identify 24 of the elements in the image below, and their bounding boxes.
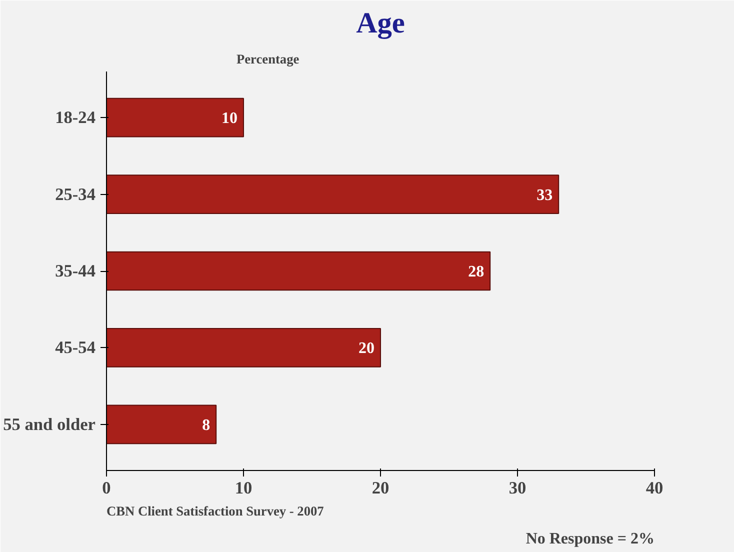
y-tick-label: 35-44 [55, 262, 96, 280]
data-label: 28 [468, 264, 484, 280]
data-label: 8 [202, 416, 210, 434]
bar [106, 404, 217, 444]
y-tick-label: 45-54 [55, 338, 96, 358]
data-label: 20 [358, 340, 374, 358]
x-axis-title: Percentage [236, 52, 300, 66]
x-tick-label: 30 [508, 478, 526, 498]
bar [106, 328, 381, 368]
y-tick-label: 25-34 [55, 184, 96, 204]
chart-title: Age [356, 8, 405, 40]
text: CBN Client Satisfaction Survey - 2007 [106, 504, 324, 518]
bar [106, 251, 491, 291]
data-label: 33 [536, 186, 553, 204]
x-tick-label: 10 [234, 478, 252, 498]
x-tick-label: 40 [646, 478, 664, 498]
y-tick-label: 18-24 [55, 108, 96, 128]
x-tick-label: 0 [102, 478, 111, 498]
bar [106, 98, 244, 138]
data-label: 10 [222, 110, 238, 128]
text: No Response = 2% [526, 530, 655, 548]
x-tick-label: 20 [372, 478, 390, 498]
bar [106, 174, 560, 214]
y-tick-label: 55 and older [3, 414, 96, 434]
